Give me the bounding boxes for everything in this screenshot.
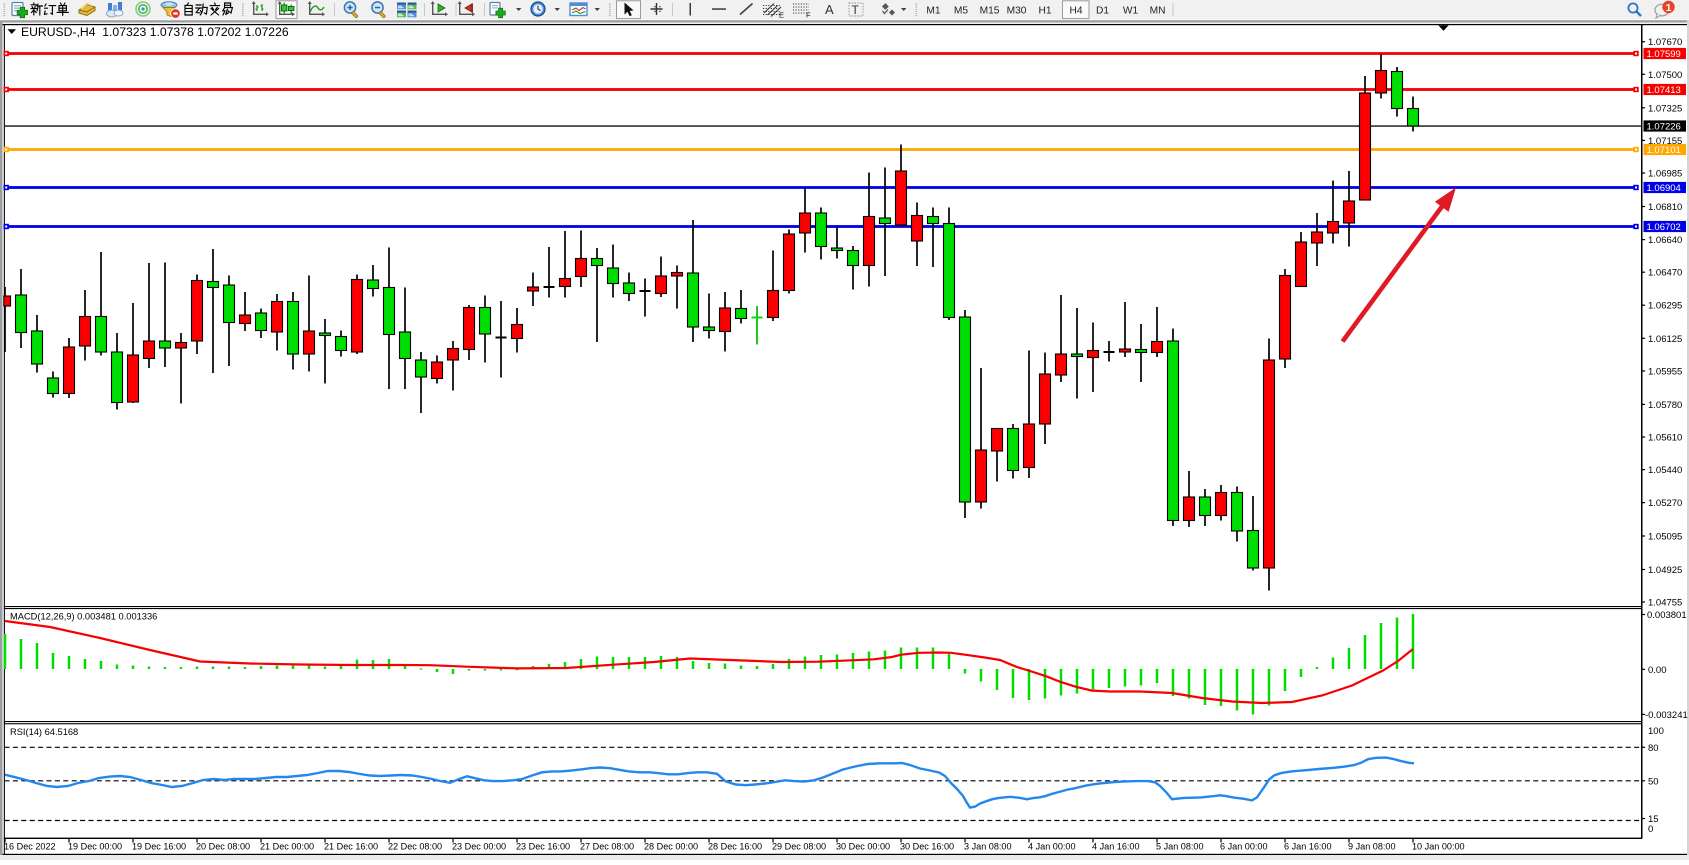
svg-text:1.06702: 1.06702	[1647, 222, 1681, 233]
svg-text:21 Dec 16:00: 21 Dec 16:00	[324, 842, 378, 852]
svg-text:27 Dec 08:00: 27 Dec 08:00	[580, 842, 634, 852]
svg-text:EURUSD-,H4 1.07323 1.07378 1.: EURUSD-,H4 1.07323 1.07378 1.07202 1.072…	[21, 25, 289, 39]
svg-text:22 Dec 08:00: 22 Dec 08:00	[388, 842, 442, 852]
svg-text:10 Jan 00:00: 10 Jan 00:00	[1412, 842, 1465, 852]
svg-text:M15: M15	[980, 6, 1000, 17]
svg-text:1.07413: 1.07413	[1647, 85, 1681, 96]
svg-text:1.05095: 1.05095	[1648, 532, 1682, 543]
svg-text:1.07670: 1.07670	[1648, 37, 1682, 48]
svg-text:29 Dec 08:00: 29 Dec 08:00	[772, 842, 826, 852]
svg-text:16 Dec 2022: 16 Dec 2022	[4, 842, 56, 852]
svg-text:1.05440: 1.05440	[1648, 465, 1682, 476]
svg-text:M30: M30	[1007, 6, 1027, 17]
svg-text:1.05270: 1.05270	[1648, 498, 1682, 509]
svg-text:23 Dec 00:00: 23 Dec 00:00	[452, 842, 506, 852]
svg-text:1.07155: 1.07155	[1648, 136, 1682, 147]
svg-text:4 Jan 16:00: 4 Jan 16:00	[1092, 842, 1140, 852]
svg-text:0: 0	[1648, 824, 1653, 835]
svg-text:6 Jan 16:00: 6 Jan 16:00	[1284, 842, 1332, 852]
svg-text:28 Dec 16:00: 28 Dec 16:00	[708, 842, 762, 852]
svg-text:15: 15	[1648, 814, 1659, 825]
svg-text:A: A	[825, 2, 834, 17]
svg-text:1.04925: 1.04925	[1648, 565, 1682, 576]
svg-text:1.06470: 1.06470	[1648, 268, 1682, 279]
svg-text:-0.003241: -0.003241	[1645, 710, 1688, 721]
svg-text:MN: MN	[1150, 6, 1166, 17]
svg-text:1.06985: 1.06985	[1648, 169, 1682, 180]
svg-text:D1: D1	[1096, 6, 1109, 17]
svg-text:0.00: 0.00	[1648, 665, 1667, 676]
svg-text:4 Jan 00:00: 4 Jan 00:00	[1028, 842, 1076, 852]
svg-text:1.06295: 1.06295	[1648, 301, 1682, 312]
svg-text:20 Dec 08:00: 20 Dec 08:00	[196, 842, 250, 852]
svg-text:M1: M1	[926, 6, 940, 17]
svg-text:1.05610: 1.05610	[1648, 433, 1682, 444]
svg-text:1.07599: 1.07599	[1647, 49, 1681, 60]
svg-text:50: 50	[1648, 776, 1659, 787]
svg-text:0.003801: 0.003801	[1647, 610, 1687, 621]
svg-text:H4: H4	[1069, 6, 1082, 17]
svg-text:1.07500: 1.07500	[1648, 70, 1682, 81]
svg-text:28 Dec 00:00: 28 Dec 00:00	[644, 842, 698, 852]
svg-text:M5: M5	[954, 6, 968, 17]
svg-text:80: 80	[1648, 743, 1659, 754]
svg-text:1.06640: 1.06640	[1648, 235, 1682, 246]
svg-text:1.07325: 1.07325	[1648, 103, 1682, 114]
svg-text:30 Dec 16:00: 30 Dec 16:00	[900, 842, 954, 852]
svg-text:1: 1	[1666, 2, 1672, 14]
svg-text:H1: H1	[1038, 6, 1051, 17]
svg-text:3 Jan 08:00: 3 Jan 08:00	[964, 842, 1012, 852]
svg-text:RSI(14) 64.5168: RSI(14) 64.5168	[10, 727, 78, 737]
svg-text:5 Jan 08:00: 5 Jan 08:00	[1156, 842, 1204, 852]
svg-text:T: T	[852, 3, 860, 17]
svg-text:F: F	[806, 11, 811, 20]
svg-text:21 Dec 00:00: 21 Dec 00:00	[260, 842, 314, 852]
svg-text:1.07226: 1.07226	[1647, 122, 1681, 133]
svg-text:30 Dec 00:00: 30 Dec 00:00	[836, 842, 890, 852]
svg-text:1.04755: 1.04755	[1648, 598, 1682, 609]
svg-text:W1: W1	[1123, 6, 1139, 17]
svg-text:1.07101: 1.07101	[1647, 145, 1681, 156]
svg-text:19 Dec 00:00: 19 Dec 00:00	[68, 842, 122, 852]
svg-text:100: 100	[1648, 726, 1664, 737]
svg-text:6 Jan 00:00: 6 Jan 00:00	[1220, 842, 1268, 852]
svg-text:1.06810: 1.06810	[1648, 202, 1682, 213]
svg-text:1.05955: 1.05955	[1648, 367, 1682, 378]
svg-text:19 Dec 16:00: 19 Dec 16:00	[132, 842, 186, 852]
svg-text:MACD(12,26,9) 0.003481 0.00133: MACD(12,26,9) 0.003481 0.001336	[10, 612, 157, 622]
svg-text:1.05780: 1.05780	[1648, 400, 1682, 411]
svg-text:1.06125: 1.06125	[1648, 334, 1682, 345]
svg-text:E: E	[779, 11, 784, 20]
svg-text:23 Dec 16:00: 23 Dec 16:00	[516, 842, 570, 852]
svg-text:9 Jan 08:00: 9 Jan 08:00	[1348, 842, 1396, 852]
svg-text:1.06904: 1.06904	[1647, 183, 1681, 194]
